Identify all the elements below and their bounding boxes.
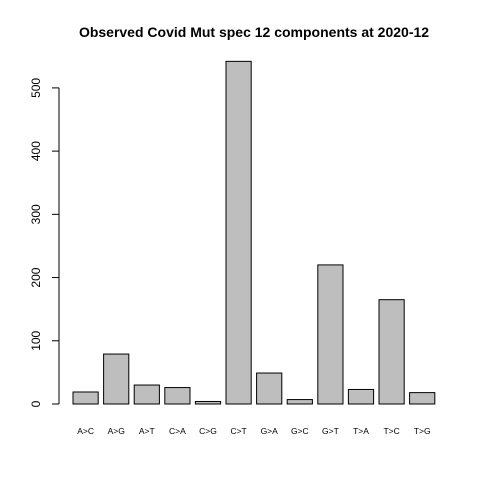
- bars: [72, 60, 436, 405]
- x-axis-labels: A>C A>G A>T C>A C>G C>T G>A G>C G>T T>A T>C T>G: [77, 426, 430, 436]
- bar-A-to-T: [133, 384, 160, 405]
- bar-A-to-C: [72, 391, 99, 405]
- x-tick-label: C>A: [169, 426, 186, 436]
- x-tick-label: G>T: [322, 426, 339, 436]
- bar-C-to-A: [164, 387, 191, 405]
- bar-G-to-C: [286, 399, 313, 405]
- y-tick-label: 400: [29, 141, 43, 161]
- x-tick-label: G>A: [261, 426, 279, 436]
- x-tick-label: G>C: [291, 426, 309, 436]
- x-tick-label: C>T: [230, 426, 246, 436]
- x-tick-label: T>A: [353, 426, 369, 436]
- x-tick-label: A>T: [139, 426, 155, 436]
- chart-title: Observed Covid Mut spec 12 components at…: [79, 24, 429, 40]
- bar-T-to-C: [378, 299, 405, 405]
- bar-G-to-T: [317, 264, 344, 405]
- bar-C-to-G: [194, 400, 222, 405]
- bar-T-to-A: [347, 388, 375, 405]
- bar-T-to-G: [409, 392, 436, 405]
- x-tick-label: A>C: [77, 426, 94, 436]
- y-tick-label: 300: [29, 204, 43, 224]
- y-tick-label: 200: [29, 267, 43, 287]
- bar-C-to-T: [225, 60, 252, 405]
- x-tick-label: T>C: [383, 426, 399, 436]
- y-tick-label: 100: [29, 330, 43, 350]
- bar-G-to-A: [256, 372, 283, 405]
- y-axis: 0 100 200 300 400 500: [29, 78, 60, 407]
- x-tick-label: A>G: [108, 426, 125, 436]
- bar-A-to-G: [103, 353, 130, 405]
- y-tick-label: 0: [29, 400, 43, 407]
- x-tick-label: C>G: [199, 426, 217, 436]
- y-tick-label: 500: [29, 78, 43, 98]
- x-tick-label: T>G: [414, 426, 431, 436]
